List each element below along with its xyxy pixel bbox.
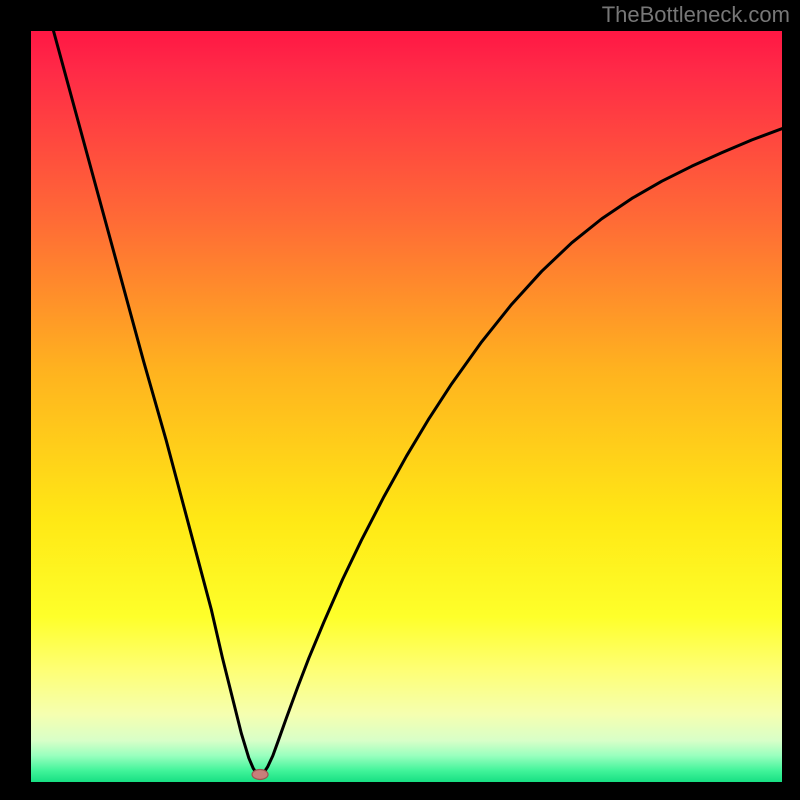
bottleneck-chart: TheBottleneck.com bbox=[0, 0, 800, 800]
plot-area bbox=[31, 31, 782, 782]
chart-svg bbox=[31, 31, 782, 782]
optimum-marker bbox=[252, 769, 268, 779]
gradient-background bbox=[31, 31, 782, 782]
watermark-text: TheBottleneck.com bbox=[602, 2, 790, 28]
